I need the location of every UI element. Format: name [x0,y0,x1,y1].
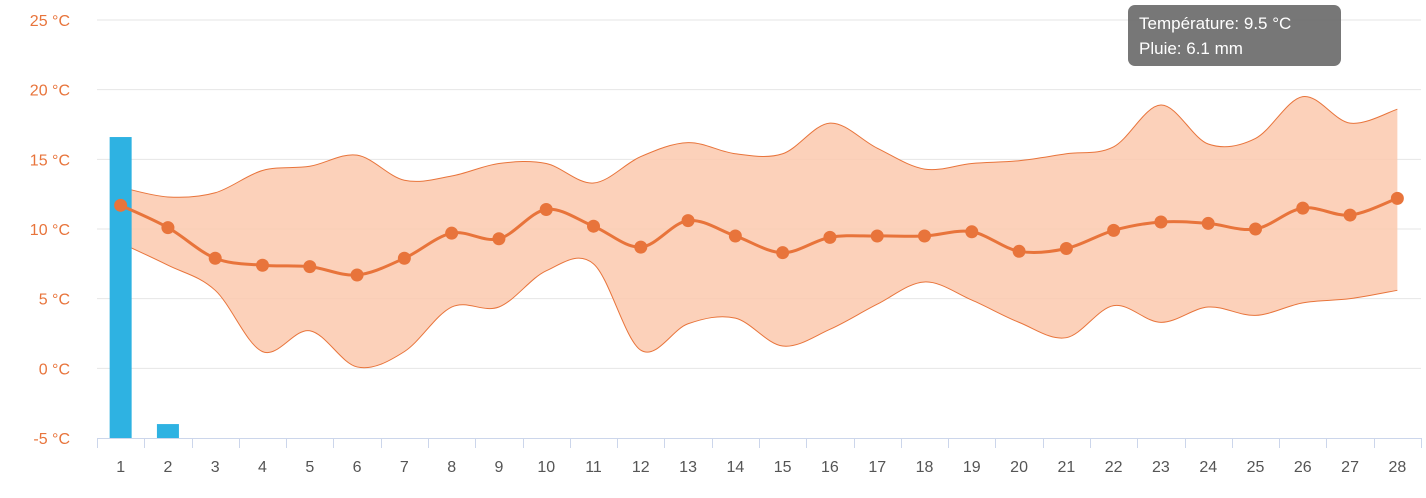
tooltip-temperature: Température: 9.5 °C [1139,14,1292,33]
temperature-point [445,226,459,240]
temperature-point [587,219,600,233]
temperature-point [1390,191,1404,205]
temperature-point [918,229,931,243]
x-tick-label: 20 [1010,459,1028,476]
x-tick-label: 18 [916,459,934,476]
temperature-point [1343,208,1357,222]
x-tick-label: 25 [1247,459,1265,476]
x-tick-label: 23 [1152,459,1170,476]
temperature-point [776,246,790,260]
temperature-point [492,232,506,246]
temperature-point [1059,242,1073,256]
rain-bar [156,424,179,438]
temperature-point [1107,223,1121,237]
rain-bar [109,137,132,439]
temperature-point [256,258,269,272]
temperature-point [634,240,648,254]
y-tick-label: -5 °C [33,431,70,448]
x-tick-label: 7 [400,459,409,476]
temperature-point [965,225,979,239]
temperature-point [1296,201,1310,215]
x-tick-label: 14 [726,459,744,476]
x-tick-label: 5 [305,459,314,476]
temperature-point [728,229,742,243]
x-tick-label: 19 [963,459,981,476]
x-tick-label: 17 [868,459,886,476]
temperature-range-area [120,96,1398,368]
x-tick-label: 6 [353,459,362,476]
x-tick-label: 1 [116,459,125,476]
temperature-line [120,196,1398,277]
temperature-point [114,198,128,212]
x-tick-label: 24 [1199,459,1217,476]
x-tick-label: 8 [447,459,456,476]
temperature-point [303,260,317,274]
y-tick-label: 5 °C [39,292,70,309]
x-tick-label: 21 [1057,459,1075,476]
x-tick-label: 4 [258,459,267,476]
temperature-min-line [120,242,1398,369]
temperature-point [1249,222,1262,236]
x-tick-label: 28 [1388,459,1406,476]
temperature-point [823,230,837,244]
x-tick-label: 9 [494,459,503,476]
tooltip-rain: Pluie: 6.1 mm [1139,39,1243,58]
y-tick-label: 10 °C [30,222,70,239]
temperature-point [208,251,222,265]
temperature-point [870,229,884,243]
y-tick-label: 20 °C [30,83,70,100]
temperature-point [681,214,695,228]
x-tick-label: 3 [211,459,220,476]
x-tick-label: 26 [1294,459,1312,476]
temperature-max-line [120,96,1398,198]
x-tick-label: 10 [537,459,555,476]
x-tick-label: 22 [1105,459,1123,476]
x-tick-label: 11 [585,459,602,476]
temperature-point [397,251,411,265]
temperature-point [350,268,364,282]
temperature-point [1012,244,1026,258]
x-tick-label: 15 [774,459,792,476]
temperature-point [161,221,175,235]
x-tick-label: 27 [1341,459,1359,476]
x-tick-label: 2 [163,459,172,476]
y-tick-label: 15 °C [30,152,70,169]
x-tick-label: 13 [679,459,697,476]
chart-tooltip: Température: 9.5 °C Pluie: 6.1 mm [1128,5,1341,66]
y-tick-label: 25 °C [30,13,70,30]
temperature-point [1201,216,1215,230]
x-tick-label: 16 [821,459,839,476]
temperature-point [1154,215,1168,229]
y-tick-label: 0 °C [39,361,70,378]
x-tick-label: 12 [632,459,650,476]
temperature-point [539,202,553,216]
